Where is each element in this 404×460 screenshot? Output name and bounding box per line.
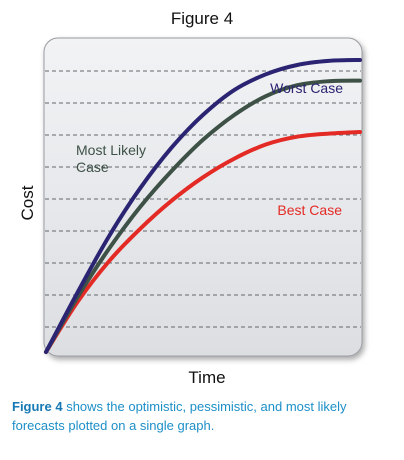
series-lines xyxy=(44,58,362,354)
figure-title: Figure 4 xyxy=(170,9,234,28)
y-axis-label: Cost xyxy=(18,185,37,220)
series-line-best-case xyxy=(44,130,362,354)
series-label-best-case: Best Case xyxy=(277,202,342,218)
series-line-most-likely-case xyxy=(44,78,362,354)
series-label-most-likely-case: Most Likely Case xyxy=(76,142,146,175)
caption-text: shows the optimistic, pessimistic, and m… xyxy=(12,399,347,433)
series-label-worst-case: Worst Case xyxy=(270,80,343,96)
figure-caption: Figure 4 shows the optimistic, pessimist… xyxy=(12,397,397,435)
series-line-worst-case xyxy=(44,58,362,354)
series-labels: Worst Case Most Likely Case Best Case xyxy=(76,80,343,218)
caption-figure-ref: Figure 4 xyxy=(12,399,63,414)
x-axis-label: Time xyxy=(188,368,225,387)
plot-area xyxy=(43,37,363,357)
